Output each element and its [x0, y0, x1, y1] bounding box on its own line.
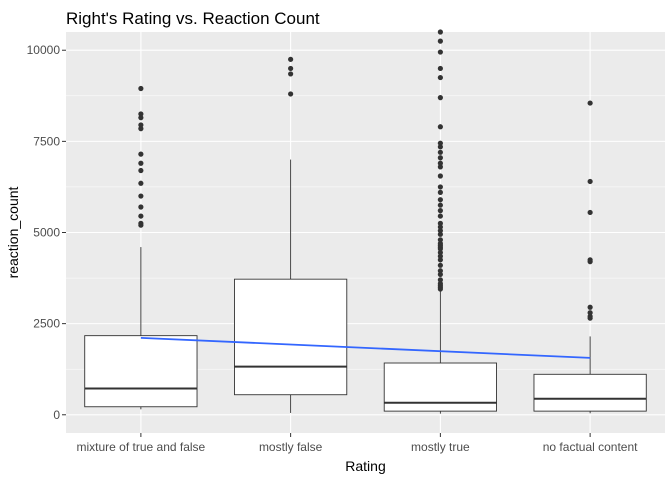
outlier-point: [437, 228, 443, 234]
outlier-point: [437, 213, 443, 219]
outlier-point: [437, 155, 443, 161]
outlier-point: [437, 202, 443, 208]
outlier-point: [138, 167, 144, 174]
outlier-point: [587, 313, 593, 319]
outlier-point: [587, 178, 593, 185]
outlier-point: [587, 304, 593, 310]
outlier-point: [437, 164, 443, 170]
outlier-point: [437, 173, 443, 179]
outlier-point: [437, 249, 443, 256]
outlier-point: [138, 111, 144, 117]
outlier-point: [437, 49, 443, 55]
outlier-point: [138, 204, 144, 210]
outlier-point: [437, 253, 443, 259]
outlier-point: [437, 184, 443, 190]
outlier-point: [437, 262, 443, 268]
box-series: [84, 29, 647, 414]
outlier-point: [437, 65, 443, 72]
outlier-point: [437, 149, 443, 155]
outlier-point: [437, 280, 443, 287]
outlier-point: [437, 257, 443, 263]
x-axis-title: Rating: [345, 458, 385, 474]
y-tick-label: 2500: [33, 317, 60, 331]
outlier-point: [437, 29, 443, 35]
outlier-point: [138, 193, 144, 199]
outlier-point: [138, 115, 144, 121]
y-axis-title: reaction_count: [5, 186, 21, 278]
y-tick-label: 5000: [33, 226, 60, 240]
x-tick-label: mixture of true and false: [77, 440, 206, 454]
outlier-point: [437, 231, 443, 237]
outlier-point: [138, 122, 144, 128]
outlier-point: [437, 197, 443, 203]
outlier-point: [437, 268, 443, 274]
outlier-point: [437, 208, 443, 214]
outlier-point: [138, 160, 144, 166]
outlier-point: [437, 74, 443, 81]
outlier-point: [587, 100, 593, 106]
outlier-point: [288, 91, 294, 97]
outlier-point: [437, 160, 443, 166]
outlier-point: [138, 85, 144, 92]
outlier-point: [587, 310, 593, 316]
outlier-point: [437, 144, 443, 150]
box-0: [84, 85, 198, 410]
iqr-box: [533, 373, 647, 412]
x-tick-label: no factual content: [543, 440, 638, 454]
outlier-point: [138, 213, 144, 219]
outlier-point: [437, 189, 443, 195]
outlier-point: [437, 95, 443, 101]
x-tick-label: mostly false: [259, 440, 323, 454]
y-tick-label: 7500: [33, 134, 60, 148]
iqr-box: [234, 278, 348, 396]
trend-line: [140, 336, 591, 359]
outlier-point: [587, 257, 593, 263]
outlier-point: [288, 65, 294, 72]
outlier-point: [437, 220, 443, 226]
box-1: [234, 56, 348, 413]
trend-line-group: [140, 336, 591, 359]
outlier-point: [437, 140, 443, 146]
outlier-point: [437, 240, 443, 247]
outlier-point: [437, 237, 443, 243]
outlier-point: [587, 209, 593, 216]
iqr-box: [84, 335, 198, 408]
outlier-point: [437, 271, 443, 278]
outlier-point: [437, 277, 443, 283]
axes: 0 2500 5000 7500 10000 mixture of true and fa…: [27, 43, 639, 454]
outlier-point: [288, 56, 294, 62]
box-2: [383, 29, 497, 414]
x-tick-label: mostly true: [411, 440, 470, 454]
outlier-point: [138, 220, 144, 226]
outlier-point: [138, 126, 144, 132]
chart-title: Right's Rating vs. Reaction Count: [66, 9, 320, 28]
outlier-point: [288, 71, 294, 77]
outlier-point: [138, 180, 144, 186]
y-tick-label: 10000: [27, 43, 61, 57]
box-3: [533, 100, 647, 414]
outlier-point: [138, 151, 144, 157]
iqr-box: [383, 362, 497, 412]
outlier-point: [437, 38, 443, 44]
outlier-point: [437, 124, 443, 130]
outlier-point: [437, 224, 443, 230]
y-tick-label: 0: [53, 408, 60, 422]
